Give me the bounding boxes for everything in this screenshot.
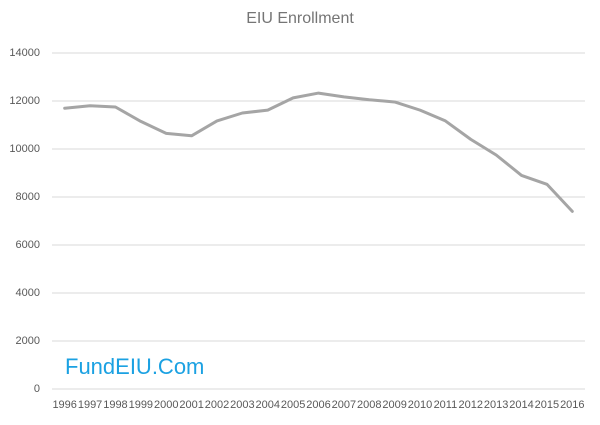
x-tick-label: 2011	[434, 399, 458, 411]
x-tick-label: 2010	[408, 399, 432, 411]
x-tick-label: 2012	[459, 399, 483, 411]
x-tick-label: 2015	[535, 399, 559, 411]
data-line	[63, 91, 574, 213]
y-tick-label: 10000	[9, 143, 40, 155]
x-tick-label: 2004	[255, 399, 279, 411]
x-tick-label: 2007	[332, 399, 356, 411]
y-tick-label: 4000	[16, 287, 40, 299]
x-tick-label: 2016	[560, 399, 584, 411]
x-tick-label: 1998	[103, 399, 127, 411]
x-tick-label: 2014	[509, 399, 533, 411]
y-tick-label: 0	[34, 383, 40, 395]
y-tick-label: 14000	[9, 47, 40, 59]
x-tick-label: 2006	[306, 399, 330, 411]
x-tick-label: 1999	[129, 399, 153, 411]
y-tick-label: 8000	[16, 191, 40, 203]
y-tick-label: 6000	[16, 239, 40, 251]
x-tick-label: 2013	[484, 399, 508, 411]
y-tick-label: 12000	[9, 95, 40, 107]
chart-title: EIU Enrollment	[246, 10, 354, 27]
x-tick-label: 2009	[382, 399, 406, 411]
x-tick-label: 2008	[357, 399, 381, 411]
x-tick-label: 1996	[52, 399, 76, 411]
y-tick-label: 2000	[16, 335, 40, 347]
x-tick-label: 2003	[230, 399, 254, 411]
x-tick-label: 2005	[281, 399, 305, 411]
x-tick-label: 1997	[78, 399, 102, 411]
x-tick-label: 2002	[205, 399, 229, 411]
watermark: FundEIU.Com	[65, 354, 204, 379]
x-tick-label: 2000	[154, 399, 178, 411]
x-tick-label: 2001	[179, 399, 203, 411]
